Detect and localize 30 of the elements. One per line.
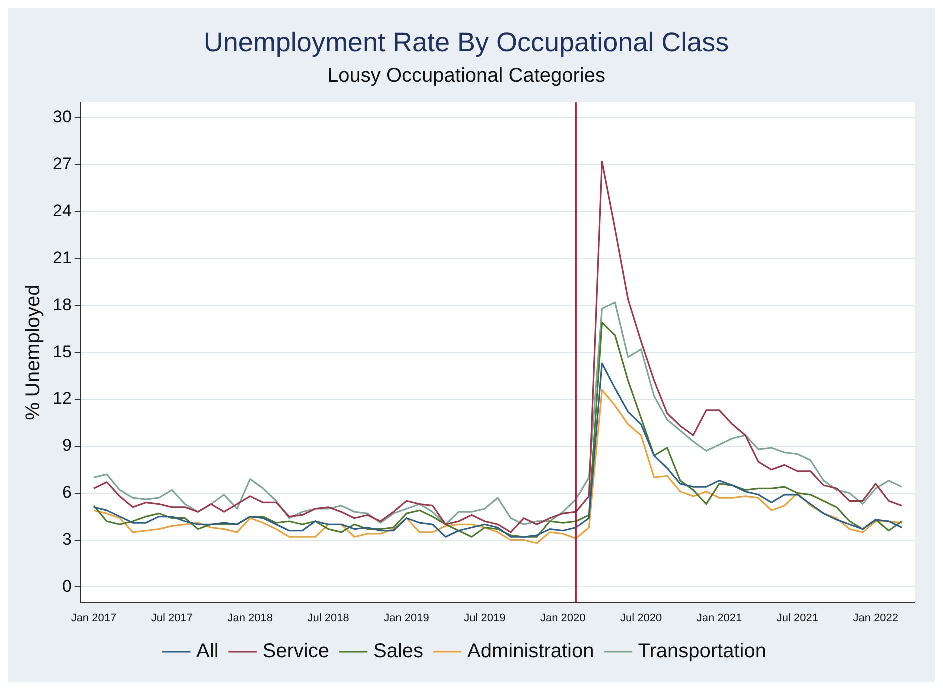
y-tick-label: 6 bbox=[62, 483, 72, 502]
y-tick-label: 27 bbox=[52, 154, 72, 174]
x-tick-label: Jan 2022 bbox=[853, 612, 899, 624]
y-tick-label: 30 bbox=[52, 108, 72, 127]
x-tick-label: Jan 2019 bbox=[384, 612, 430, 624]
legend-label: Transportation bbox=[638, 640, 766, 663]
chart-subtitle: Lousy Occupational Categories bbox=[328, 64, 606, 87]
x-tick-label: Jul 2021 bbox=[776, 612, 819, 624]
y-tick-label: 0 bbox=[62, 576, 72, 596]
x-tick-label: Jan 2020 bbox=[540, 612, 586, 624]
x-tick-label: Jan 2021 bbox=[696, 612, 742, 624]
y-tick-label: 3 bbox=[62, 530, 72, 549]
y-tick-label: 24 bbox=[52, 202, 72, 221]
x-tick-label: Jul 2018 bbox=[308, 612, 350, 624]
chart-title: Unemployment Rate By Occupational Class bbox=[204, 28, 730, 58]
legend-label: All bbox=[196, 640, 219, 663]
x-tick-label: Jan 2017 bbox=[71, 612, 117, 624]
y-tick-label: 21 bbox=[52, 248, 72, 268]
y-axis-title: % Unemployed bbox=[22, 284, 45, 420]
y-tick-label: 15 bbox=[52, 342, 72, 362]
x-tick-label: Jan 2018 bbox=[228, 612, 273, 624]
legend-label: Sales bbox=[373, 640, 424, 663]
x-tick-label: Jul 2019 bbox=[464, 612, 506, 624]
y-tick-label: 12 bbox=[52, 389, 72, 408]
y-tick-label: 9 bbox=[62, 436, 72, 456]
legend-label: Service bbox=[262, 640, 330, 663]
legend-label: Administration bbox=[468, 640, 594, 663]
x-tick-label: Jul 2017 bbox=[151, 612, 193, 624]
x-tick-label: Jul 2020 bbox=[620, 612, 662, 624]
y-tick-label: 18 bbox=[52, 295, 72, 314]
